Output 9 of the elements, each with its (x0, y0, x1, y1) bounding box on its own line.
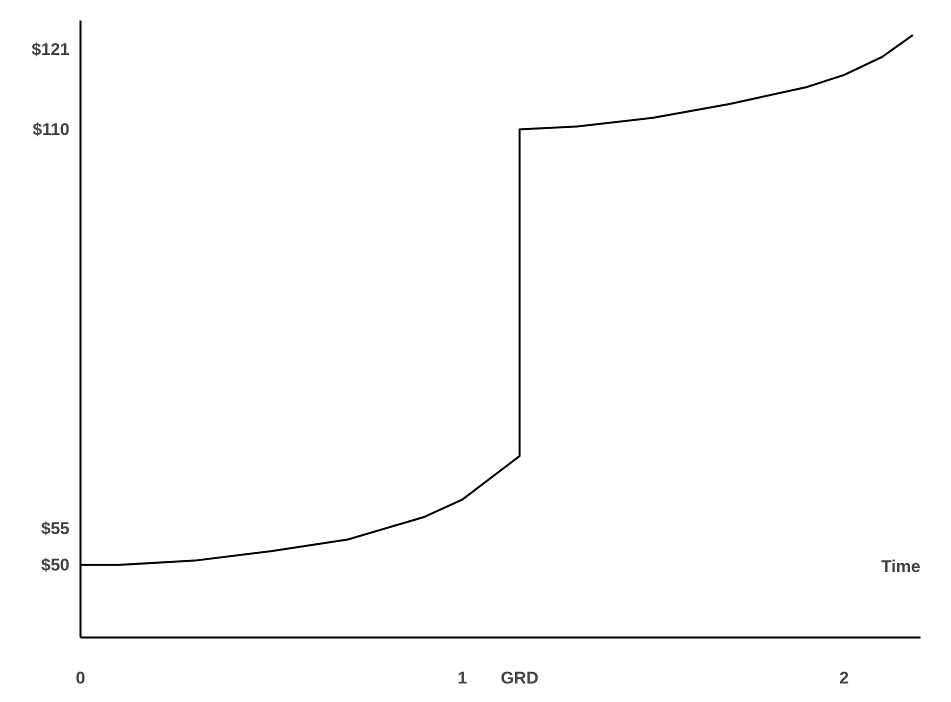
y-tick-label: $121 (32, 40, 70, 60)
y-tick-label: $110 (32, 120, 70, 139)
x-tick-label: 1 (458, 668, 468, 688)
y-tick-label: $55 (41, 519, 70, 538)
x-tick-label: GRD (500, 668, 538, 688)
x-axis-title: Time (881, 556, 921, 576)
x-tick-label: 0 (76, 668, 86, 688)
x-tick-label: 2 (839, 668, 849, 688)
y-tick-label: $50 (41, 555, 70, 574)
